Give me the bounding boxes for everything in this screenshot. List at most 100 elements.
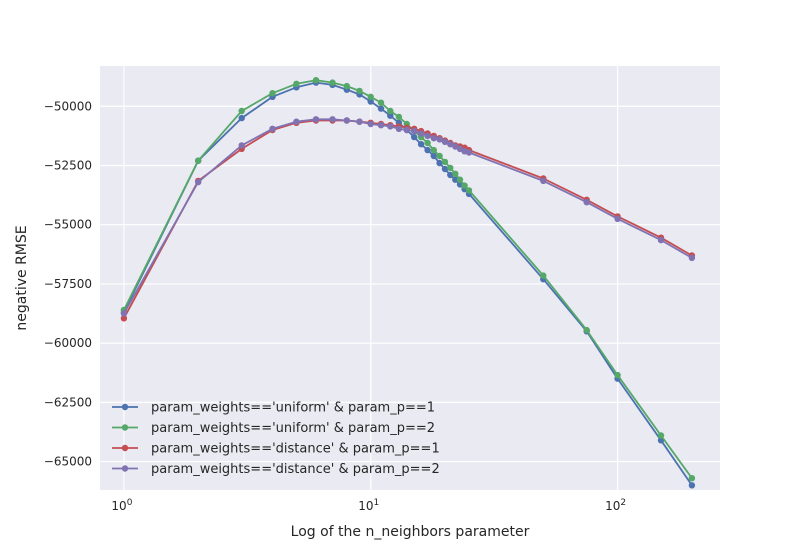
- x-tick-label: 102: [605, 498, 626, 513]
- data-point: [688, 482, 696, 489]
- series-line: [123, 119, 693, 319]
- series-layer: [120, 77, 696, 489]
- data-point: [120, 310, 128, 317]
- legend-label: param_weights=='uniform' & param_p==2: [151, 421, 435, 436]
- data-point: [441, 138, 449, 145]
- data-point: [436, 152, 443, 160]
- data-point: [441, 165, 449, 173]
- y-tick-label: −65000: [44, 455, 92, 469]
- data-point: [329, 116, 336, 123]
- data-point: [195, 157, 202, 164]
- legend: param_weights=='uniform' & param_p==1par…: [112, 401, 440, 477]
- y-tick-label: −50000: [44, 99, 92, 113]
- data-point: [269, 90, 276, 97]
- data-point: [430, 135, 437, 142]
- data-point: [452, 176, 459, 183]
- data-point: [403, 126, 410, 134]
- data-point: [688, 254, 696, 262]
- y-tick-label: −62500: [44, 395, 92, 409]
- data-point: [367, 93, 374, 101]
- data-point: [688, 475, 696, 482]
- data-point: [356, 118, 363, 125]
- data-point: [387, 123, 394, 130]
- data-point: [293, 80, 300, 88]
- data-point: [312, 77, 320, 84]
- legend-swatch-marker: [121, 403, 129, 411]
- data-point: [377, 99, 385, 106]
- data-point: [430, 152, 437, 160]
- series-line: [123, 79, 693, 479]
- data-point: [452, 143, 459, 150]
- series-line: [123, 81, 693, 486]
- x-tick-label: 101: [358, 498, 379, 513]
- data-point: [452, 170, 459, 177]
- grid-lines: [100, 66, 720, 490]
- data-point: [312, 116, 320, 123]
- data-point: [195, 178, 202, 186]
- x-tick-label: 100: [111, 498, 132, 513]
- data-point: [367, 98, 374, 105]
- data-point: [657, 236, 665, 244]
- series-4: [120, 116, 696, 317]
- data-point: [465, 149, 473, 156]
- series-2: [120, 77, 696, 482]
- x-axis-label: Log of the n_neighbors parameter: [291, 524, 530, 540]
- legend-item: param_weights=='distance' & param_p==2: [112, 462, 440, 477]
- data-point: [441, 158, 449, 166]
- legend-label: param_weights=='distance' & param_p==2: [151, 462, 440, 477]
- data-point: [447, 141, 454, 148]
- data-point: [387, 107, 394, 115]
- series-line: [123, 118, 693, 314]
- data-point: [343, 117, 350, 124]
- data-point: [465, 187, 473, 194]
- legend-swatch-marker: [121, 465, 129, 472]
- data-point: [411, 133, 418, 141]
- data-point: [269, 125, 276, 132]
- legend-swatch-marker: [121, 444, 129, 452]
- data-point: [120, 315, 128, 322]
- legend-item: param_weights=='distance' & param_p==1: [112, 442, 440, 457]
- data-point: [657, 432, 665, 439]
- y-tick-label: −55000: [44, 218, 92, 232]
- data-point: [540, 272, 547, 279]
- data-point: [424, 139, 431, 147]
- data-point: [424, 132, 431, 140]
- legend-item: param_weights=='uniform' & param_p==2: [112, 421, 435, 436]
- y-axis-ticks: −50000 −52500 −55000 −57500 −60000 −62500 −650…: [44, 99, 92, 468]
- data-point: [540, 177, 547, 185]
- data-point: [238, 142, 245, 149]
- data-point: [387, 112, 394, 119]
- data-point: [614, 371, 621, 379]
- legend-swatch-marker: [121, 424, 129, 431]
- data-point: [447, 171, 454, 179]
- data-point: [367, 120, 374, 128]
- y-axis-label: negative RMSE: [14, 225, 30, 330]
- data-point: [430, 146, 437, 154]
- data-point: [614, 215, 621, 222]
- legend-label: param_weights=='distance' & param_p==1: [151, 442, 440, 457]
- data-point: [293, 118, 300, 125]
- data-point: [329, 79, 336, 86]
- data-point: [424, 146, 431, 154]
- data-point: [395, 125, 403, 132]
- legend-label: param_weights=='uniform' & param_p==1: [151, 401, 435, 416]
- data-point: [238, 114, 245, 122]
- data-point: [238, 107, 245, 115]
- data-point: [356, 87, 363, 95]
- data-point: [461, 182, 468, 189]
- data-point: [377, 122, 385, 129]
- data-point: [456, 176, 464, 183]
- data-point: [377, 105, 385, 112]
- legend-item: param_weights=='uniform' & param_p==1: [112, 401, 435, 416]
- data-point: [436, 159, 443, 167]
- data-point: [583, 199, 590, 206]
- data-point: [417, 141, 425, 148]
- data-point: [436, 136, 443, 143]
- y-tick-label: −57500: [44, 277, 92, 291]
- data-point: [395, 113, 403, 121]
- plot-area: [100, 66, 720, 490]
- data-point: [417, 130, 425, 137]
- data-point: [343, 82, 350, 90]
